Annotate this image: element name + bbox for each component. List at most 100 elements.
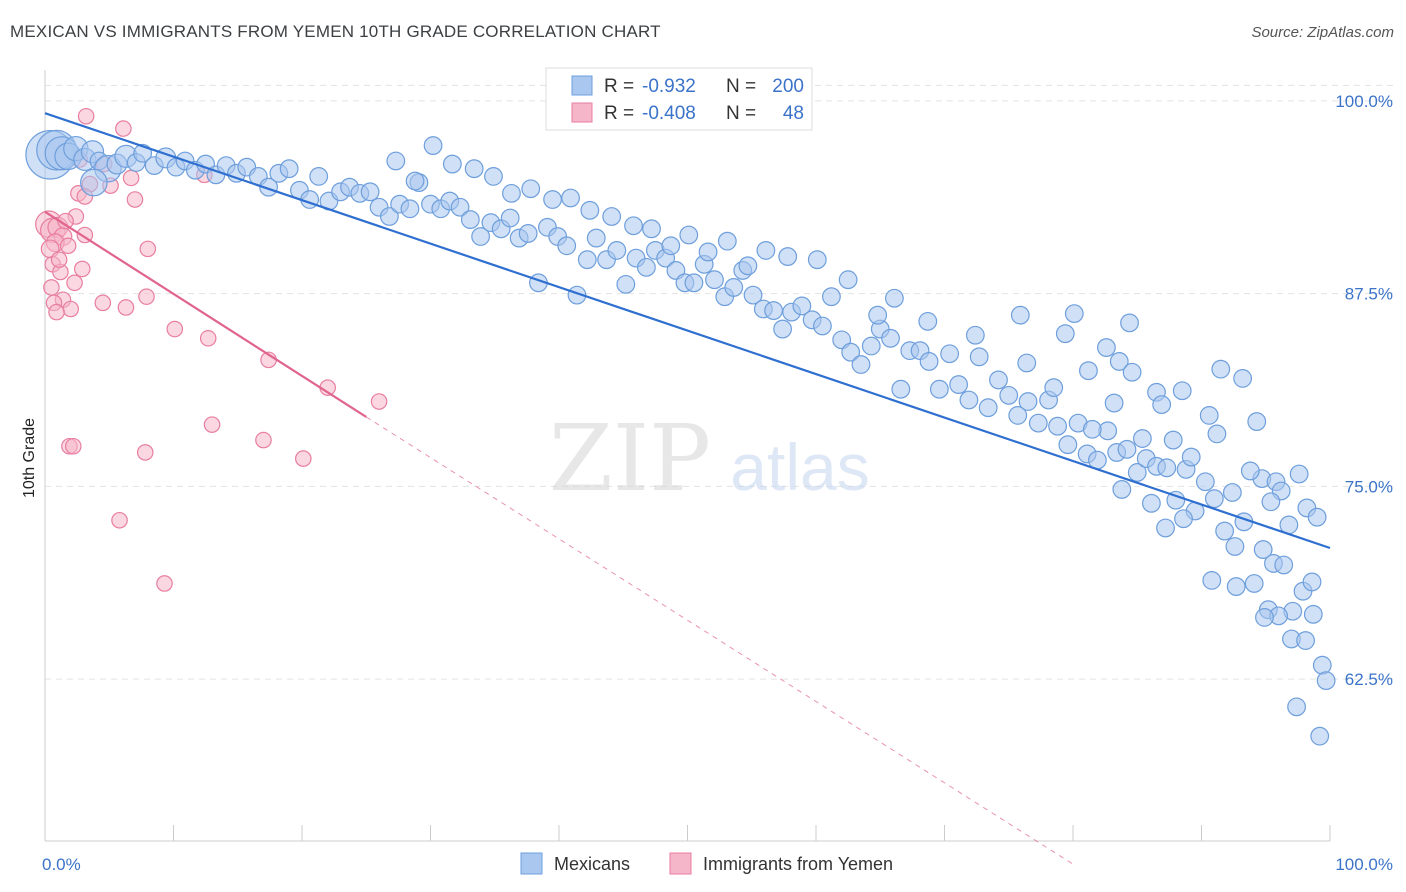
yemen-point-0 [77, 107, 95, 125]
yemen-point-40 [64, 437, 82, 455]
mexicans-point-166 [1287, 697, 1306, 717]
mexicans-point-185 [838, 270, 858, 290]
mexicans-point-44 [450, 197, 470, 217]
mexicans-point-82 [822, 287, 841, 307]
mexicans-point-169 [1174, 509, 1193, 529]
stats-legend: R = -0.932 N = 200 R = -0.408 N = 48 [545, 67, 813, 131]
mexicans-point-204 [442, 154, 462, 174]
mexicans-point-85 [851, 355, 871, 374]
mexicans-point-81 [813, 316, 832, 336]
mexicans-point-201 [502, 183, 521, 203]
yemen-point-38 [294, 450, 312, 467]
y-tick-label-2: 75.0% [1345, 477, 1393, 496]
mexicans-point-143 [1211, 359, 1231, 379]
mexicans-point-133 [1017, 353, 1037, 373]
mexicans-point-159 [1207, 424, 1227, 444]
y-tick-labels: 100.0% 87.5% 75.0% 62.5% [1335, 92, 1393, 689]
mexicans-point-103 [1028, 413, 1048, 433]
mexicans-point-51 [518, 224, 538, 243]
mexicans-point-136 [1109, 352, 1129, 371]
mexicans-point-96 [959, 390, 979, 410]
yemen-point-19 [66, 274, 83, 292]
mexicans-point-145 [1247, 412, 1267, 431]
mexicans-point-113 [1127, 463, 1147, 482]
mexicans-point-68 [684, 273, 704, 293]
mexicans-point-197 [580, 200, 600, 220]
yemen-trendline-extension [365, 416, 1074, 865]
mexicans-point-63 [636, 257, 656, 277]
x-tick-labels: 0.0% 100.0% [42, 855, 1393, 874]
mexicans-point-199 [543, 190, 562, 209]
mexicans-point-35 [360, 182, 380, 202]
yemen-point-44 [50, 251, 68, 268]
mexicans-point-191 [698, 242, 718, 262]
yemen-point-24 [117, 299, 135, 316]
mexicans-point-89 [891, 379, 911, 399]
mexicans-point-123 [1225, 537, 1245, 556]
mexicans-point-79 [792, 296, 812, 316]
legend-n-value-mexicans: 200 [772, 76, 804, 97]
mexicans-point-188 [756, 241, 776, 260]
mexicans-point-74 [743, 285, 763, 305]
mexicans-point-94 [940, 344, 960, 364]
mexicans-point-190 [717, 231, 737, 251]
mexicans-point-194 [642, 219, 661, 239]
mexicans-point-138 [1122, 362, 1142, 382]
bottom-legend-swatch-yemen [669, 852, 692, 875]
trendlines [44, 112, 1331, 865]
yemen-point-41 [136, 444, 154, 461]
mexicans-point-137 [1120, 313, 1139, 333]
source-label: Source: ZipAtlas.com [1251, 24, 1394, 41]
mexicans-point-181 [965, 325, 985, 345]
mexicans-point-60 [607, 241, 627, 260]
mexicans-point-134 [1064, 304, 1084, 324]
mexicans-point-37 [379, 207, 399, 226]
mexicans-point-132 [1312, 655, 1332, 675]
mexicans-point-186 [807, 250, 827, 270]
legend-n-value-yemen: 48 [783, 103, 804, 124]
mexicans-point-49 [500, 208, 520, 228]
series-legend: Mexicans Immigrants from Yemen [520, 852, 893, 875]
yemen-point-45 [48, 303, 65, 321]
mexicans-point-198 [561, 188, 580, 208]
mexicans-point-99 [989, 370, 1008, 390]
legend-swatch-mexicans [571, 75, 593, 96]
mexicans-point-180 [1044, 378, 1064, 398]
mexicans-point-128 [1274, 555, 1294, 575]
legend-swatch-yemen [571, 102, 593, 123]
mexicans-point-77 [773, 319, 792, 339]
y-tick-label-1: 87.5% [1345, 285, 1393, 304]
mexicans-point-46 [471, 227, 491, 246]
y-tick-label-3: 62.5% [1345, 670, 1393, 689]
mexicans-point-76 [764, 301, 783, 320]
mexicans-point-126 [1253, 540, 1273, 559]
yemen-point-47 [73, 260, 91, 278]
yemen-point-43 [156, 575, 173, 592]
mexicans-point-131 [1303, 604, 1323, 624]
mexicans-point-193 [661, 236, 681, 256]
mexicans-point-98 [978, 398, 998, 418]
mexicans-point-160 [1222, 483, 1242, 502]
mexicans-point-84 [841, 342, 861, 362]
mexicans-point-23 [80, 168, 108, 197]
mexicans-point-168 [1156, 518, 1175, 538]
mexicans-point-205 [423, 136, 443, 155]
bottom-legend-label-mexicans: Mexicans [554, 854, 630, 874]
mexicans-point-112 [1117, 439, 1137, 459]
mexicans-point-97 [969, 347, 989, 367]
mexicans-point-57 [577, 250, 597, 270]
mexicans-point-183 [884, 288, 904, 308]
mexicans-point-187 [778, 247, 798, 266]
mexicans-point-176 [1296, 631, 1315, 650]
mexicans-point-106 [1058, 435, 1078, 455]
yemen-point-3 [122, 169, 140, 187]
yemen-point-26 [62, 300, 79, 318]
yemen-point-23 [94, 294, 112, 312]
mexicans-point-125 [1244, 574, 1264, 593]
yemen-point-20 [43, 279, 60, 296]
mexicans-point-70 [705, 270, 724, 290]
x-tick-label-0: 0.0% [42, 855, 81, 874]
mexicans-point-196 [602, 207, 622, 226]
legend-n-label-yemen: N = [726, 103, 756, 124]
mexicans-point-192 [679, 225, 699, 245]
